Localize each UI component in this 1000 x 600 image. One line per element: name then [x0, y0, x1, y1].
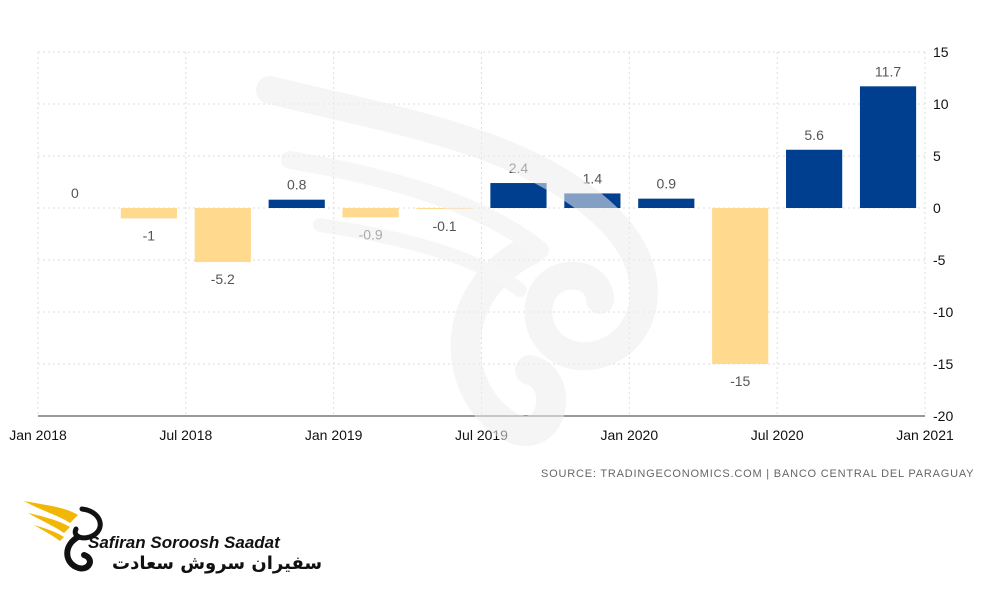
x-tick-label: Jul 2019: [455, 427, 508, 443]
x-axis: Jan 2018 Jul 2018 Jan 2019 Jul 2019 Jan 2020…: [9, 415, 954, 443]
x-tick-label: Jul 2020: [751, 427, 804, 443]
y-axis: 15 10 5 0 -5 -10 -15 -20: [933, 44, 953, 424]
x-tick-label: Jan 2018: [9, 427, 67, 443]
data-label: -15: [730, 373, 750, 389]
brand-name-fa: سفیران سروش سعادت: [112, 553, 323, 574]
bar-q2-2020: [712, 208, 769, 364]
data-label: 1.4: [583, 170, 603, 186]
data-label: -0.1: [432, 218, 456, 234]
y-tick-label: 0: [933, 200, 941, 216]
bar-q3-2018: [194, 208, 251, 263]
winged-s-logo-icon: [24, 501, 103, 572]
bar-q4-2020: [859, 86, 917, 208]
y-tick-label: 5: [933, 148, 941, 164]
y-tick-label: -5: [933, 252, 946, 268]
x-tick-label: Jan 2021: [896, 427, 954, 443]
brand-name-en: Safiran Soroosh Saadat: [88, 533, 280, 552]
data-label: 0.9: [657, 176, 677, 192]
bar-q1-2020: [638, 198, 695, 208]
data-label: -1: [143, 227, 156, 243]
x-tick-label: Jul 2018: [159, 427, 212, 443]
bar-q2-2018: [120, 208, 177, 219]
chart-bars: [120, 86, 917, 364]
y-tick-label: 10: [933, 96, 949, 112]
data-label: -0.9: [359, 226, 383, 242]
data-label: 0.8: [287, 177, 307, 193]
bar-q4-2018: [268, 199, 325, 208]
y-tick-label: -10: [933, 304, 953, 320]
bar-q1-2019: [342, 208, 399, 218]
data-label: 5.6: [804, 127, 824, 143]
data-label: 2.4: [509, 160, 529, 176]
source-note: SOURCE: TRADINGECONOMICS.COM | BANCO CEN…: [541, 468, 975, 480]
bar-q2-2019: [416, 208, 473, 210]
data-label: 0: [71, 185, 79, 201]
x-tick-label: Jan 2020: [601, 427, 659, 443]
y-tick-label: 15: [933, 44, 949, 60]
x-tick-label: Jan 2019: [305, 427, 363, 443]
y-tick-label: -20: [933, 408, 953, 424]
y-tick-label: -15: [933, 356, 953, 372]
data-label: 11.7: [875, 63, 901, 79]
data-label: -5.2: [211, 271, 235, 287]
chart-grid: [37, 51, 926, 417]
bar-q3-2019: [490, 183, 547, 208]
bar-q4-2019: [564, 193, 621, 208]
bar-q3-2020: [786, 149, 843, 208]
brand-logo: Safiran Soroosh Saadat سفیران سروش سعادت: [20, 493, 322, 583]
